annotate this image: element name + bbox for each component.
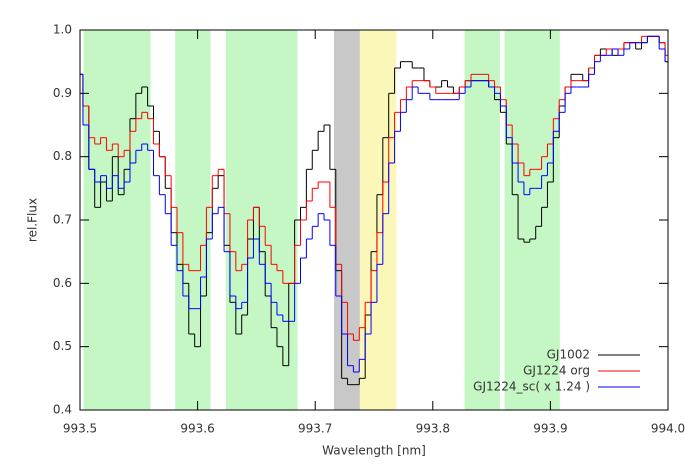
shaded-region <box>464 30 500 410</box>
x-tick-label: 993.6 <box>180 422 214 436</box>
shaded-region <box>83 30 151 410</box>
x-tick-label: 993.8 <box>416 422 450 436</box>
legend-label: GJ1002 <box>547 348 590 362</box>
y-tick-label: 0.7 <box>53 213 72 227</box>
y-tick-label: 0.4 <box>53 403 72 417</box>
x-axis-label: Wavelength [nm] <box>322 444 426 458</box>
y-tick-label: 0.5 <box>53 339 72 353</box>
shaded-region <box>334 30 360 410</box>
shaded-region <box>225 30 298 410</box>
x-tick-label: 993.5 <box>63 422 97 436</box>
shaded-region <box>175 30 211 410</box>
shaded-region <box>504 30 560 410</box>
x-tick-label: 993.9 <box>533 422 567 436</box>
y-tick-label: 0.9 <box>53 86 72 100</box>
y-tick-label: 0.6 <box>53 276 72 290</box>
y-axis-label: rel.Flux <box>26 198 40 242</box>
y-tick-label: 1.0 <box>53 23 72 37</box>
x-tick-label: 994.0 <box>651 422 685 436</box>
legend-label: GJ1224_sc( x 1.24 ) <box>473 380 590 394</box>
y-tick-label: 0.8 <box>53 149 72 163</box>
x-tick-label: 993.7 <box>298 422 332 436</box>
legend-label: GJ1224 org <box>523 364 590 378</box>
